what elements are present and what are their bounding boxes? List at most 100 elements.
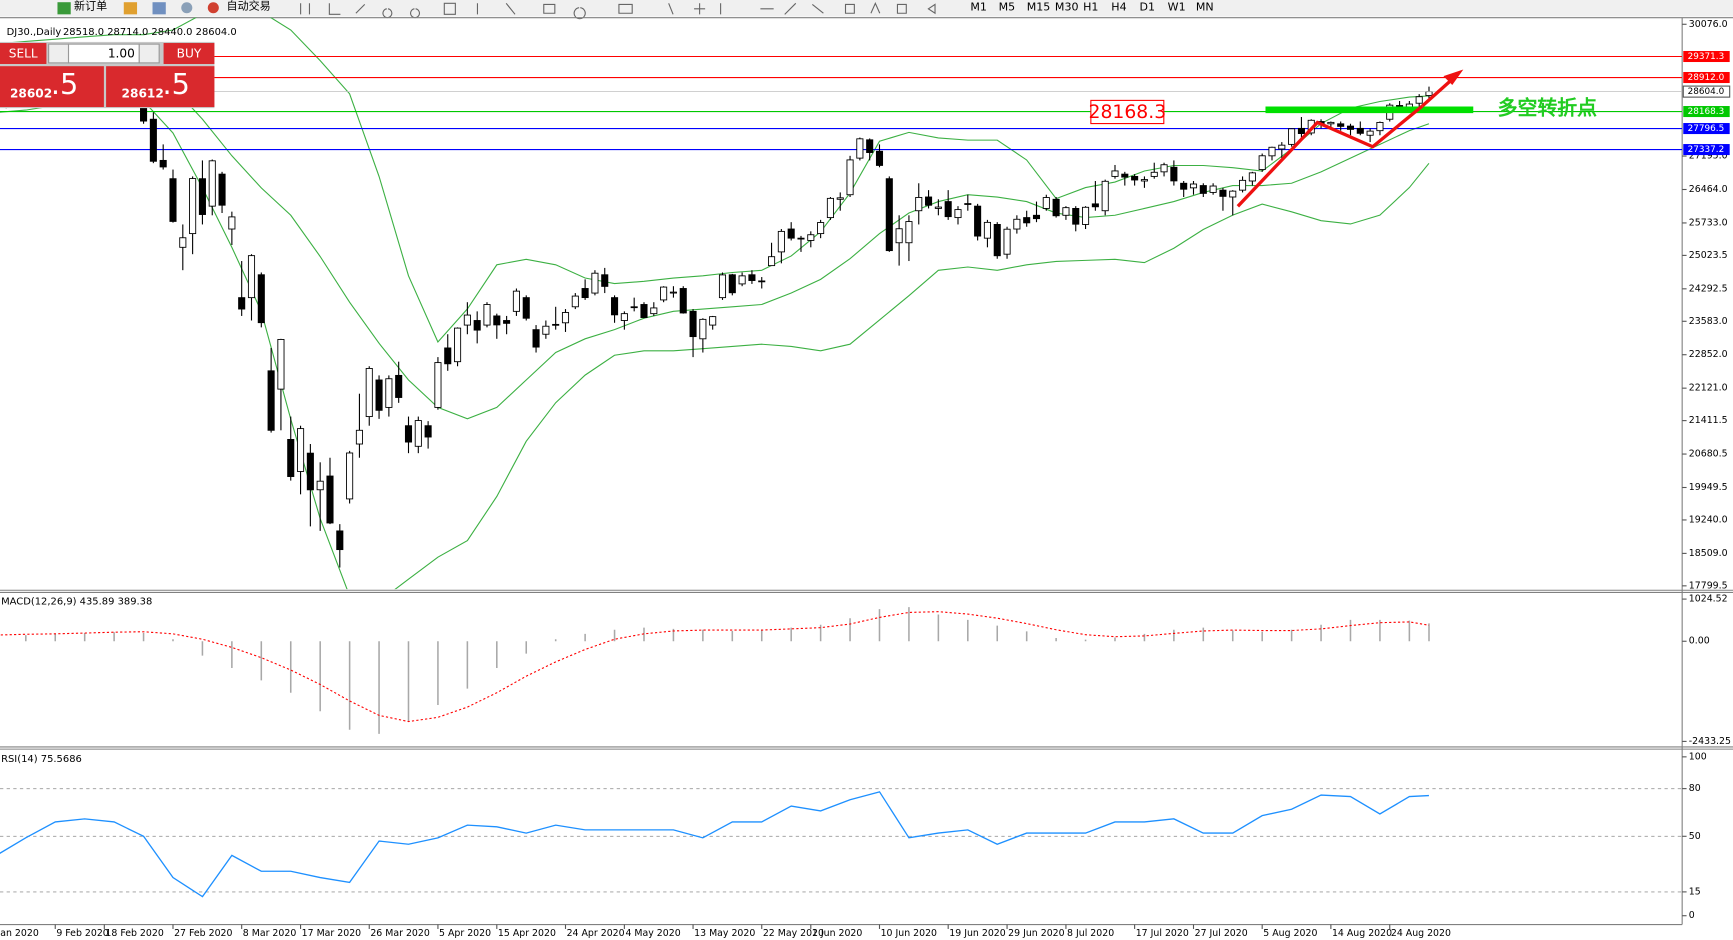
candle-body xyxy=(483,304,491,326)
timeframe-button[interactable]: H4 xyxy=(1111,1,1126,14)
candle-body xyxy=(198,178,206,215)
candle-body xyxy=(856,138,864,159)
candle-body xyxy=(846,159,854,196)
candle-body xyxy=(414,420,422,447)
timeframe-button[interactable]: M5 xyxy=(999,1,1016,14)
candle-body xyxy=(238,297,246,310)
candle-body xyxy=(297,428,305,472)
candle-body xyxy=(836,197,844,200)
candle-body xyxy=(1268,146,1276,157)
timeframe-button[interactable]: M1 xyxy=(970,1,987,14)
icon[interactable] xyxy=(181,2,193,14)
y-tick-label: 0.00 xyxy=(1689,636,1710,647)
buy-price-box[interactable] xyxy=(106,66,215,108)
candle-body xyxy=(1415,96,1423,104)
x-tick-label: 24 Aug 2020 xyxy=(1391,928,1451,939)
toolbar-bg xyxy=(0,0,1733,17)
candle-body xyxy=(601,274,609,287)
candle-body xyxy=(1327,121,1335,125)
candle-body xyxy=(316,480,324,491)
y-tick-label: 80 xyxy=(1689,783,1701,794)
icon[interactable] xyxy=(152,2,166,15)
candle-body xyxy=(493,315,501,326)
sell-price-box[interactable] xyxy=(0,66,104,108)
icon[interactable] xyxy=(207,2,219,14)
x-tick-label: 26 Mar 2020 xyxy=(370,928,430,939)
candle-body xyxy=(561,312,570,324)
y-tick-label: 17799.5 xyxy=(1689,580,1728,591)
buy-label[interactable]: BUY xyxy=(177,47,202,61)
candle-body xyxy=(1003,228,1011,255)
chart-title: DJ30.,Daily xyxy=(7,27,62,38)
sell-price[interactable]: 28602 xyxy=(10,86,52,100)
candle-body xyxy=(1356,127,1364,134)
buy-button[interactable] xyxy=(163,43,215,64)
candle-body xyxy=(1111,170,1119,177)
candle-body xyxy=(179,237,187,248)
candle-body xyxy=(1160,164,1168,173)
last-price-marker xyxy=(1682,85,1731,98)
candle-body xyxy=(522,297,530,319)
y-tick-label: 21411.5 xyxy=(1689,415,1728,426)
toolbar-button[interactable]: 自动交易 xyxy=(227,0,271,13)
candle-body xyxy=(1248,172,1256,182)
candle-body xyxy=(993,224,1001,257)
candle-body xyxy=(189,178,197,235)
candle-body xyxy=(1131,175,1139,181)
buy-price[interactable]: 28612 xyxy=(122,86,164,100)
candle-body xyxy=(768,256,776,267)
sell-button[interactable] xyxy=(0,43,47,64)
candle-body xyxy=(738,275,746,285)
candle-body xyxy=(875,150,884,166)
icon[interactable] xyxy=(57,2,71,15)
lot-value[interactable]: 1.00 xyxy=(108,47,135,61)
level-marker xyxy=(1683,50,1730,63)
axes: 30076.0 27195.0 26464.0 25733.0 25023.5 24292… xyxy=(0,19,1731,939)
buy-pips[interactable]: .5 xyxy=(162,67,189,101)
level-label: 27796.5 xyxy=(1688,124,1725,134)
candle-body xyxy=(591,272,599,294)
lot-down[interactable] xyxy=(48,43,70,64)
timeframe-button[interactable]: D1 xyxy=(1139,1,1155,14)
candle-body xyxy=(208,160,216,207)
x-tick-label: 10 Jun 2020 xyxy=(881,928,937,939)
candle-body xyxy=(257,274,265,324)
y-tick-label: -2433.25 xyxy=(1689,736,1731,747)
candle-body xyxy=(287,439,295,477)
candle-body xyxy=(326,475,334,524)
candle-body xyxy=(826,197,834,219)
timeframe-button[interactable]: H1 xyxy=(1083,1,1098,14)
candle-body xyxy=(934,206,942,209)
timeframe-button[interactable]: M15 xyxy=(1027,1,1051,14)
sell-pips[interactable]: .5 xyxy=(51,67,78,101)
timeframe-button[interactable]: W1 xyxy=(1168,1,1186,14)
band-upper xyxy=(0,17,1429,344)
candle-body xyxy=(385,378,393,408)
level-marker xyxy=(1683,123,1730,135)
candle-body xyxy=(434,362,442,408)
y-tick-label: 19949.5 xyxy=(1689,482,1728,493)
y-tick-label: 20680.5 xyxy=(1689,449,1728,460)
candle-body xyxy=(571,295,579,308)
timeframe-button[interactable]: M30 xyxy=(1055,1,1079,14)
icon[interactable] xyxy=(123,2,138,15)
rsi-line xyxy=(0,791,1429,898)
y-tick-label: 18509.0 xyxy=(1689,548,1728,559)
lot-up[interactable] xyxy=(138,43,160,64)
candle-body xyxy=(983,221,991,239)
toolbar-button[interactable]: 新订单 xyxy=(74,0,107,13)
candle-body xyxy=(630,306,638,309)
timeframe-button[interactable]: MN xyxy=(1196,1,1214,14)
sell-label[interactable]: SELL xyxy=(9,47,38,61)
x-tick-label: 18 Feb 2020 xyxy=(105,928,163,939)
frames xyxy=(0,17,1733,926)
candle-body xyxy=(679,288,687,314)
level-marker xyxy=(1683,106,1730,118)
candle-body xyxy=(709,316,717,326)
x-tick-label: 15 Apr 2020 xyxy=(498,928,556,939)
candle-body xyxy=(512,290,520,312)
x-tick-label: 9 Feb 2020 xyxy=(56,928,108,939)
candle-body xyxy=(905,221,913,244)
candle-body xyxy=(218,173,226,206)
